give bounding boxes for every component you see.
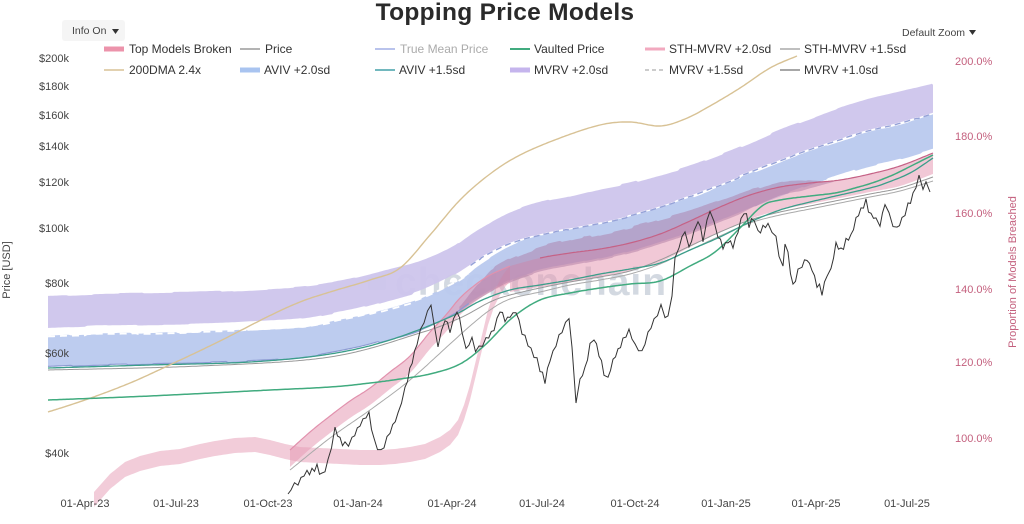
svg-text:$100k: $100k [39, 223, 69, 235]
svg-text:MVRV +1.0sd: MVRV +1.0sd [804, 63, 878, 77]
svg-text:$140k: $140k [39, 141, 69, 153]
svg-text:160.0%: 160.0% [955, 208, 993, 220]
svg-text:200.0%: 200.0% [955, 56, 993, 68]
svg-text:01-Apr-24: 01-Apr-24 [428, 498, 477, 510]
svg-text:180.0%: 180.0% [955, 131, 993, 143]
svg-text:01-Apr-23: 01-Apr-23 [61, 498, 110, 510]
svg-text:$160k: $160k [39, 110, 69, 122]
svg-text:$40k: $40k [45, 448, 69, 460]
svg-text:140.0%: 140.0% [955, 284, 993, 296]
svg-text:AVIV +1.5sd: AVIV +1.5sd [399, 63, 465, 77]
svg-text:01-Jan-24: 01-Jan-24 [333, 498, 383, 510]
svg-text:AVIV +2.0sd: AVIV +2.0sd [264, 63, 330, 77]
svg-text:$60k: $60k [45, 348, 69, 360]
svg-text:$200k: $200k [39, 53, 69, 65]
svg-text:Vaulted Price: Vaulted Price [534, 42, 605, 56]
svg-text:Price [USD]: Price [USD] [1, 241, 13, 298]
svg-text:100.0%: 100.0% [955, 433, 993, 445]
svg-text:Info On: Info On [72, 25, 107, 37]
svg-text:01-Jul-24: 01-Jul-24 [519, 498, 565, 510]
svg-text:MVRV +2.0sd: MVRV +2.0sd [534, 63, 608, 77]
svg-text:01-Apr-25: 01-Apr-25 [792, 498, 841, 510]
svg-text:$80k: $80k [45, 278, 69, 290]
svg-text:01-Jan-25: 01-Jan-25 [701, 498, 751, 510]
svg-text:$180k: $180k [39, 81, 69, 93]
svg-text:01-Oct-23: 01-Oct-23 [244, 498, 293, 510]
svg-text:STH-MVRV +2.0sd: STH-MVRV +2.0sd [669, 42, 771, 56]
svg-text:Proportion of Models Breached: Proportion of Models Breached [1007, 196, 1019, 348]
svg-text:01-Oct-24: 01-Oct-24 [611, 498, 660, 510]
svg-text:01-Jul-23: 01-Jul-23 [153, 498, 199, 510]
svg-text:120.0%: 120.0% [955, 357, 993, 369]
svg-text:Default Zoom: Default Zoom [902, 27, 965, 39]
svg-text:Top Models Broken: Top Models Broken [129, 42, 232, 56]
svg-text:MVRV +1.5sd: MVRV +1.5sd [669, 63, 743, 77]
svg-text:Topping Price Models: Topping Price Models [376, 0, 635, 26]
svg-text:True Mean Price: True Mean Price [400, 42, 489, 56]
svg-text:STH-MVRV +1.5sd: STH-MVRV +1.5sd [804, 42, 906, 56]
svg-text:01-Jul-25: 01-Jul-25 [884, 498, 930, 510]
svg-text:200DMA 2.4x: 200DMA 2.4x [129, 63, 201, 77]
svg-text:Price: Price [265, 42, 293, 56]
svg-text:$120k: $120k [39, 177, 69, 189]
